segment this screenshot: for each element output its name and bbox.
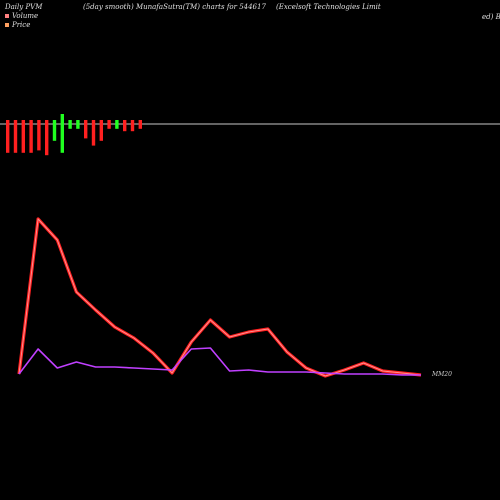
volume-bar (130, 120, 135, 132)
volume-bar (84, 120, 88, 139)
volume-bar (76, 120, 80, 129)
mm20-line (18, 347, 421, 376)
volume-bar (107, 120, 111, 129)
volume-bar (29, 120, 33, 153)
chart-title-right-wrap: ed) BS (482, 13, 500, 21)
volume-bar (115, 120, 119, 129)
volume-bar (13, 120, 18, 153)
legend-price-swatch (5, 23, 9, 27)
volume-bar (99, 120, 103, 141)
volume-bar (60, 114, 64, 153)
legend-volume: Volume (5, 12, 38, 20)
chart-labels: MM20 (431, 371, 452, 378)
volume-bar (52, 120, 57, 141)
price-line-inner (18, 218, 422, 377)
volume-bar (91, 120, 96, 146)
chart-title-middle: (5day smooth) MunafaSutra(TM) charts for… (83, 3, 266, 11)
volume-bar (123, 120, 127, 132)
chart-title-left: Daily PVM (5, 3, 43, 11)
mm20-label: MM20 (431, 371, 452, 378)
volume-bar (45, 120, 49, 156)
price-lines (17, 217, 422, 378)
volume-bar (68, 120, 72, 129)
volume-bar (37, 120, 41, 151)
legend-volume-swatch (5, 14, 9, 18)
volume-bar (138, 120, 142, 129)
volume-bar (21, 120, 25, 153)
legend-volume-label: Volume (12, 12, 39, 20)
volume-bar (6, 120, 10, 153)
legend-price-label: Price (12, 21, 31, 29)
volume-bars (6, 114, 142, 156)
legend-price: Price (5, 21, 30, 29)
chart-title-right: (Excelsoft Technologies Limit (276, 3, 381, 11)
price-line-outer (17, 217, 422, 378)
